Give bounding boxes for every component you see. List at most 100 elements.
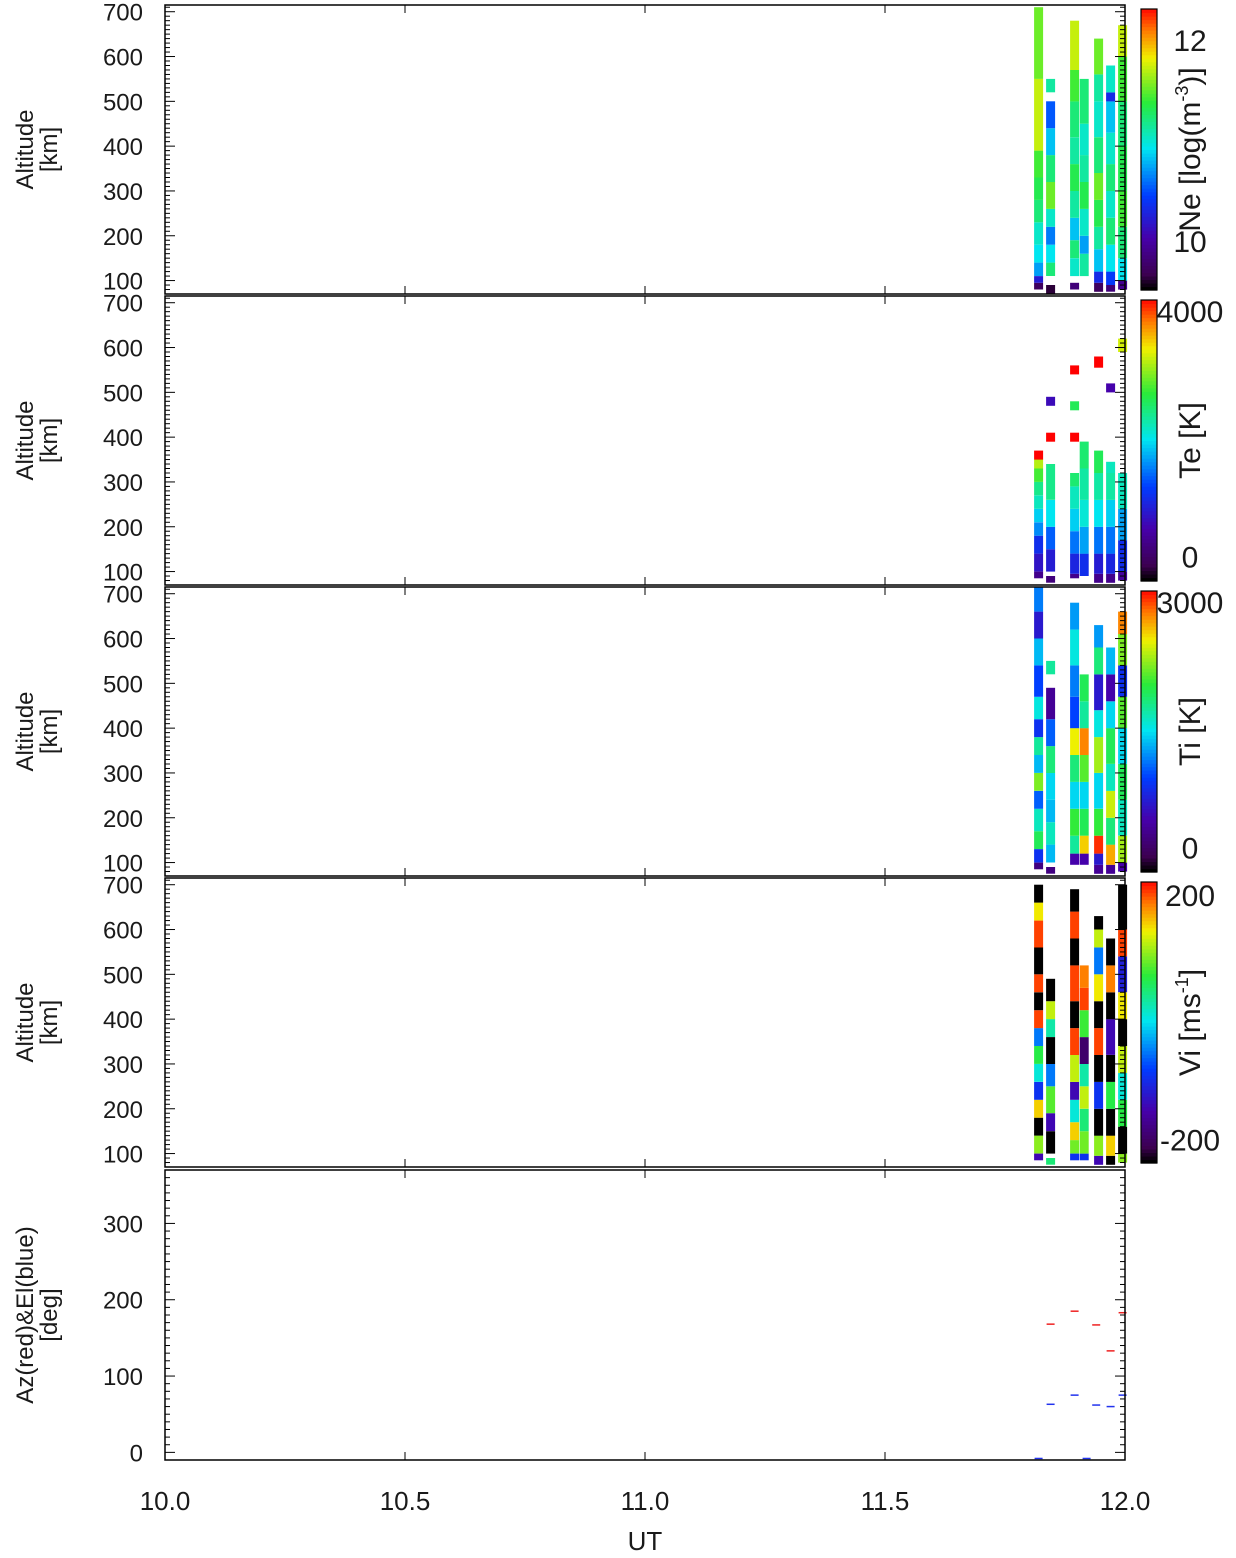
colorbar-band: [1141, 265, 1157, 270]
colorbar-band: [1141, 833, 1157, 838]
y-tick-label: 100: [103, 1142, 143, 1169]
colorbar-band: [1141, 12, 1157, 17]
y-axis-title-line-2: [km]: [36, 709, 63, 754]
data-cell-6-1: [1106, 285, 1116, 292]
data-cell-4-2: [1079, 526, 1089, 554]
data-cell-6-10: [1106, 65, 1116, 93]
data-cell-3-4: [1070, 508, 1080, 532]
data-cell-1-9: [1034, 719, 1044, 738]
colorbar-band: [1141, 317, 1157, 322]
y-tick-label: 200: [103, 1097, 143, 1124]
panel-3: 100 200 300 400 500 600 700 Altitude[km] 0 3000 Ti…: [12, 582, 1223, 878]
data-cell-5-10: [1094, 38, 1104, 75]
colorbar-band: [1141, 717, 1157, 722]
colorbar-band: [1141, 647, 1157, 652]
data-cell-1-10: [1034, 7, 1044, 79]
colorbar-band: [1141, 352, 1157, 357]
data-cell-1-1: [1034, 571, 1044, 579]
data-cell-3-6: [1070, 1055, 1080, 1082]
y-tick-label: 200: [103, 806, 143, 833]
colorbar-band: [1141, 829, 1157, 834]
colorbar-band: [1141, 110, 1157, 115]
data-cell-3-3: [1070, 531, 1080, 554]
colorbar-frame: [1140, 299, 1158, 582]
data-cell-6-8: [1106, 101, 1116, 133]
colorbar-band: [1141, 51, 1157, 56]
colorbar-band: [1141, 1047, 1157, 1052]
y-tick-label: 500: [103, 671, 143, 698]
colorbar-band: [1141, 114, 1157, 119]
data-cell-7-2: [1118, 258, 1128, 281]
colorbar-band: [1141, 72, 1157, 77]
data-cell-1-8: [1034, 1028, 1044, 1046]
colorbar-band: [1141, 1099, 1157, 1104]
data-cell-6-9: [1106, 647, 1116, 675]
colorbar-band: [1141, 1138, 1157, 1143]
data-cell-1-5: [1034, 222, 1044, 245]
colorbar-label: Ne [log(m-3)]: [1172, 67, 1207, 231]
data-cell-3-4: [1070, 781, 1080, 809]
colorbar-band: [1141, 594, 1157, 599]
colorbar-band: [1141, 412, 1157, 417]
colorbar-band: [1141, 836, 1157, 841]
colorbar-band: [1141, 735, 1157, 740]
colorbar-band: [1141, 145, 1157, 151]
colorbar-band: [1141, 1092, 1157, 1097]
data-cell-1-6: [1034, 199, 1044, 223]
colorbar-band: [1141, 100, 1157, 105]
data-cell-3-1: [1070, 853, 1080, 865]
colorbar-band: [1141, 668, 1157, 673]
data-cell-5-1: [1094, 1155, 1104, 1165]
data-cell-6-3: [1106, 817, 1116, 845]
colorbar-band: [1141, 328, 1157, 333]
y-tick-label: 400: [103, 425, 143, 452]
colorbar-band: [1141, 9, 1157, 14]
colorbar-band: [1141, 629, 1157, 634]
data-cell-2-1: [1046, 867, 1056, 874]
colorbar-band: [1141, 359, 1157, 364]
colorbar-band: [1141, 370, 1157, 375]
data-cell-4-2: [1079, 235, 1089, 254]
colorbar-band: [1141, 566, 1157, 572]
data-cell-6-6: [1106, 164, 1116, 191]
y-axis-title-line-1: Altitude: [12, 691, 39, 771]
colorbar-band: [1141, 47, 1157, 52]
colorbar-band: [1141, 124, 1157, 130]
colorbar-band: [1141, 552, 1157, 558]
colorbar-band: [1141, 472, 1157, 477]
data-cell-4-5: [1079, 755, 1089, 782]
data-cell-5-2: [1094, 1135, 1104, 1156]
y-tick-label: 300: [103, 1052, 143, 1079]
colorbar-band: [1141, 426, 1157, 431]
data-cell-6-4: [1106, 217, 1116, 245]
colorbar-band: [1141, 1029, 1157, 1034]
data-cell-5-4: [1094, 499, 1104, 527]
data-cell-6-1: [1106, 864, 1116, 874]
data-cell-4-5: [1079, 155, 1089, 182]
colorbar-band: [1141, 773, 1157, 778]
colorbar-band: [1141, 791, 1157, 796]
data-cell-5-3: [1094, 249, 1104, 272]
data-cell-5-1: [1094, 864, 1104, 874]
colorbar-band: [1141, 342, 1157, 347]
colorbar-band: [1141, 153, 1157, 158]
colorbar-band: [1141, 1050, 1157, 1055]
colorbar-band: [1141, 650, 1157, 655]
y-axis-title-line-1: Az(red)&El(blue): [12, 1226, 39, 1403]
colorbar-band: [1141, 549, 1157, 554]
data-cell-2-6: [1046, 746, 1056, 773]
colorbar-band: [1141, 1117, 1157, 1122]
colorbar-label: Te [K]: [1174, 402, 1207, 479]
colorbar-band: [1141, 307, 1157, 312]
data-cell-3-2: [1070, 553, 1080, 574]
y-tick-label: 100: [103, 560, 143, 587]
colorbar-band: [1141, 429, 1157, 435]
data-cell-6-1: [1106, 1155, 1116, 1165]
colorbar-band: [1141, 749, 1157, 754]
colorbar-band: [1141, 479, 1157, 484]
data-cell-5-6: [1094, 450, 1104, 473]
data-cell-5-9: [1094, 74, 1104, 102]
panels: 100200300400500600700Altitude[km]1012Ne …: [12, 0, 1223, 1467]
